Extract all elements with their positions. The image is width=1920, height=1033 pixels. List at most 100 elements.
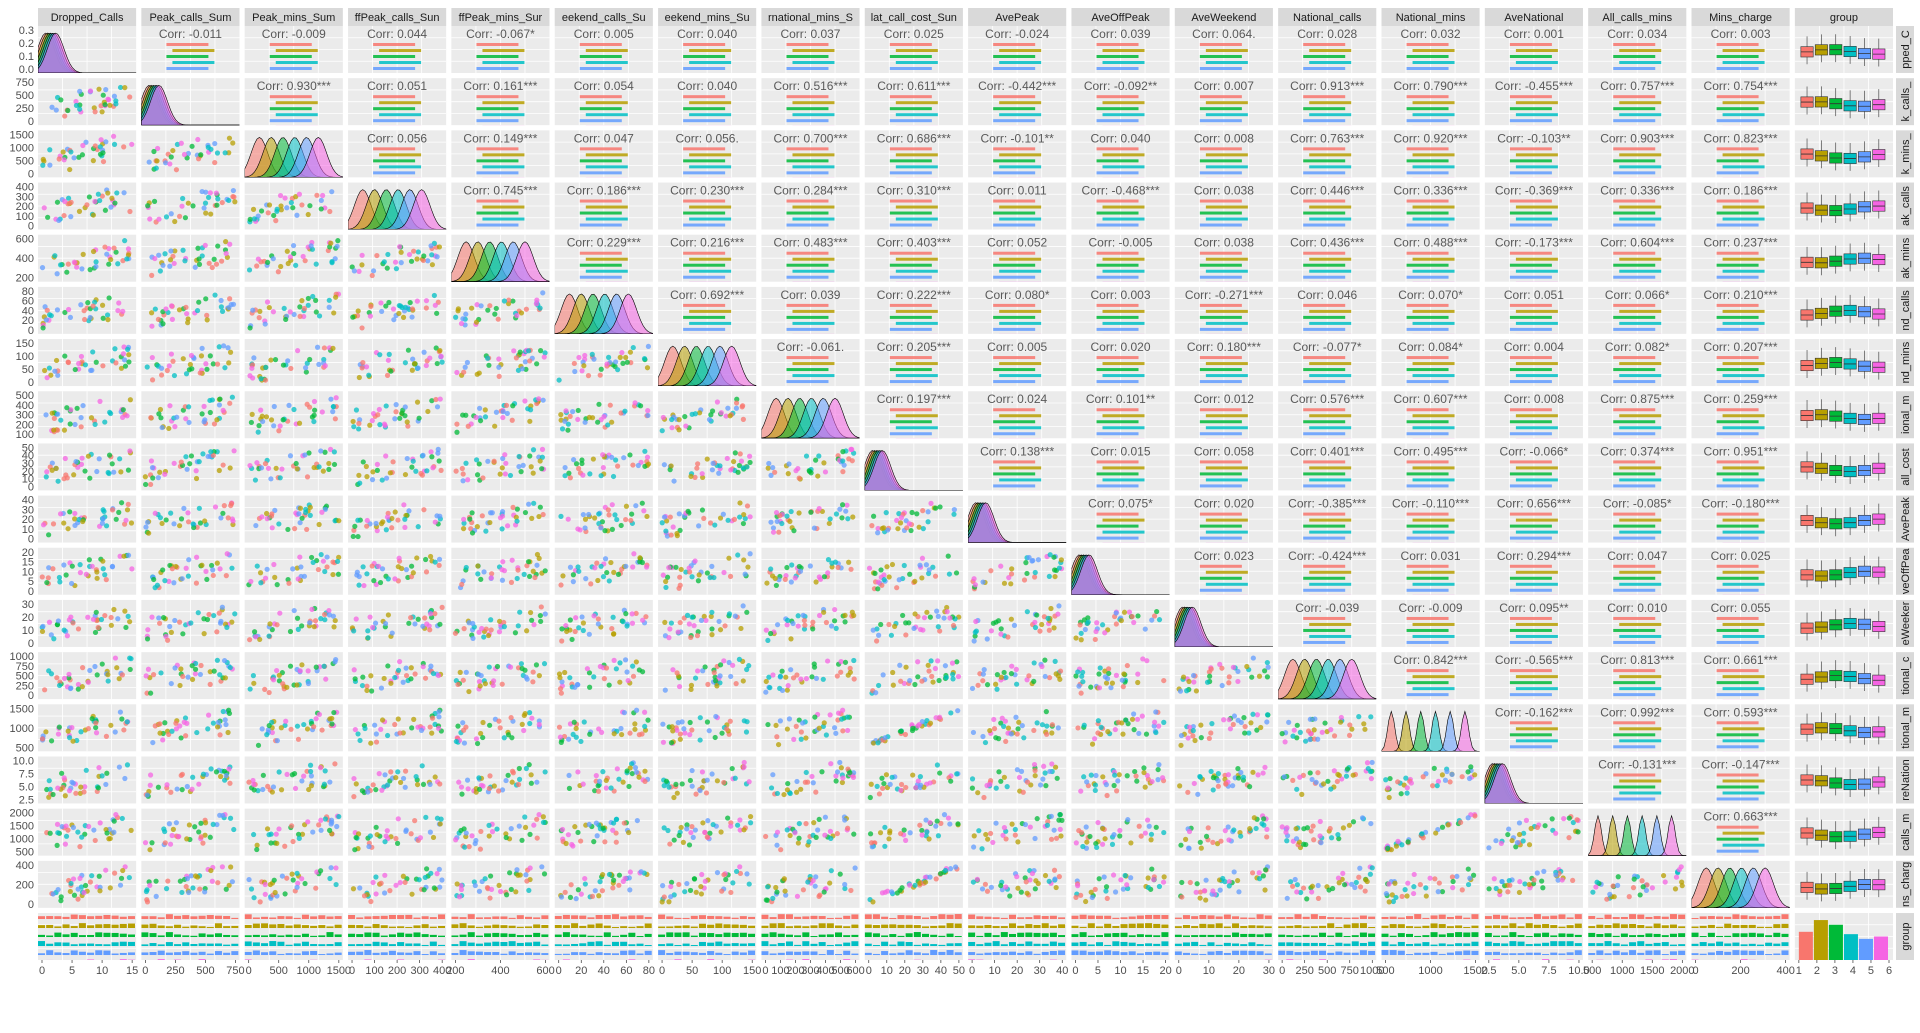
scatter-point (580, 781, 586, 787)
panel-12-12 (1278, 652, 1377, 700)
scatter-point (833, 773, 839, 779)
corr-overall: Corr: 0.930*** (257, 79, 331, 93)
corr-overall: Corr: -0.162*** (1495, 705, 1573, 719)
scatter-point (1230, 721, 1236, 728)
scatter-point (208, 766, 214, 772)
scatter-point (169, 566, 175, 572)
group-corr-mark (1516, 699, 1558, 702)
scatter-point (330, 571, 336, 578)
scatter-point (385, 612, 391, 618)
group-corr-mark (689, 217, 732, 221)
corr-overall: Corr: 0.051 (367, 79, 427, 93)
corr-overall: Corr: -0.061. (777, 340, 844, 354)
scatter-point (668, 620, 674, 626)
group-corr-mark (1309, 490, 1351, 493)
scatter-point (813, 457, 819, 463)
group-corr-mark (476, 199, 519, 203)
panel-11-17 (1794, 599, 1893, 647)
group-corr-mark (1722, 217, 1765, 221)
scatter-point (265, 465, 272, 471)
scatter-point (428, 243, 434, 249)
col-strip-16: Mins_charge (1691, 8, 1790, 26)
scatter-point (518, 310, 525, 316)
scatter-point (1131, 727, 1137, 733)
scatter-point (842, 619, 848, 625)
scatter-point (1149, 617, 1155, 623)
scatter-point (305, 211, 311, 218)
scatter-point (470, 635, 476, 641)
panel-10-14: Corr: 0.294*** (1484, 547, 1583, 595)
group-corr-mark (1613, 432, 1656, 436)
scatter-point (666, 565, 672, 571)
group-corr-mark (1716, 484, 1759, 488)
scatter-point (218, 297, 224, 304)
scatter-point (1346, 732, 1353, 738)
row-strip-label: calls_m (1900, 814, 1912, 851)
panel-1-17 (1794, 78, 1893, 126)
scatter-point (692, 558, 698, 564)
scatter-point (1319, 729, 1325, 735)
scatter-point (999, 715, 1005, 721)
scatter-point (179, 787, 185, 793)
corr-overall: Corr: -0.271*** (1185, 288, 1263, 302)
corr-overall: Corr: 0.992*** (1600, 705, 1674, 719)
scatter-point (803, 453, 810, 459)
scatter-point (779, 687, 786, 694)
scatter-point (706, 416, 713, 423)
group-corr-mark (1509, 721, 1552, 725)
group-corr-mark (1406, 315, 1449, 319)
group-corr-mark (1509, 512, 1552, 516)
group-corr-mark (1613, 159, 1656, 163)
corr-overall: Corr: 0.186*** (567, 184, 641, 198)
scatter-point (359, 788, 365, 794)
scatter-point (118, 500, 125, 506)
group-corr-mark (895, 217, 938, 221)
scatter-point (307, 356, 313, 363)
scatter-point (336, 554, 342, 560)
group-corr-mark (586, 125, 628, 128)
group-corr-mark (889, 408, 932, 412)
scatter-point (329, 721, 335, 727)
group-corr-mark (1303, 107, 1346, 111)
scatter-point (110, 133, 117, 139)
col-strip-0: Dropped_Calls (38, 8, 137, 26)
row-strip-10: veOffPea (1896, 548, 1914, 595)
scatter-point (813, 789, 819, 795)
scatter-point (601, 676, 607, 682)
group-corr-mark (1102, 101, 1145, 105)
scatter-point (67, 314, 74, 320)
corr-overall: Corr: 0.034 (1607, 27, 1667, 41)
scatter-point (295, 626, 301, 632)
scatter-point (99, 661, 105, 667)
scatter-point (538, 604, 544, 610)
group-corr-mark (1619, 153, 1662, 157)
panel-4-3 (348, 234, 447, 282)
group-corr-mark (993, 43, 1036, 46)
scatter-point (879, 582, 885, 588)
scatter-point (453, 468, 459, 474)
col-strip-10: AveOffPeak (1071, 8, 1170, 26)
scatter-point (522, 398, 528, 404)
scatter-point (316, 521, 322, 528)
group-corr-mark (1613, 303, 1656, 307)
group-corr-mark (1096, 55, 1139, 58)
scatter-point (723, 413, 729, 419)
scatter-point (365, 635, 371, 641)
scatter-point (295, 348, 301, 354)
scatter-point (589, 351, 595, 357)
scatter-point (402, 471, 409, 478)
scatter-point (121, 357, 128, 363)
group-corr-mark (1619, 177, 1661, 180)
scatter-point (78, 784, 84, 790)
scatter-point (408, 615, 414, 621)
scatter-point (405, 347, 412, 353)
scatter-point (50, 521, 57, 527)
scatter-point (483, 626, 489, 632)
scatter-point (172, 617, 178, 624)
group-corr-mark (1096, 263, 1139, 267)
scatter-point (459, 581, 465, 588)
corr-overall: Corr: 0.875*** (1600, 392, 1674, 406)
scatter-point (700, 474, 706, 481)
scatter-point (395, 769, 401, 775)
group-corr-mark (1199, 576, 1242, 580)
